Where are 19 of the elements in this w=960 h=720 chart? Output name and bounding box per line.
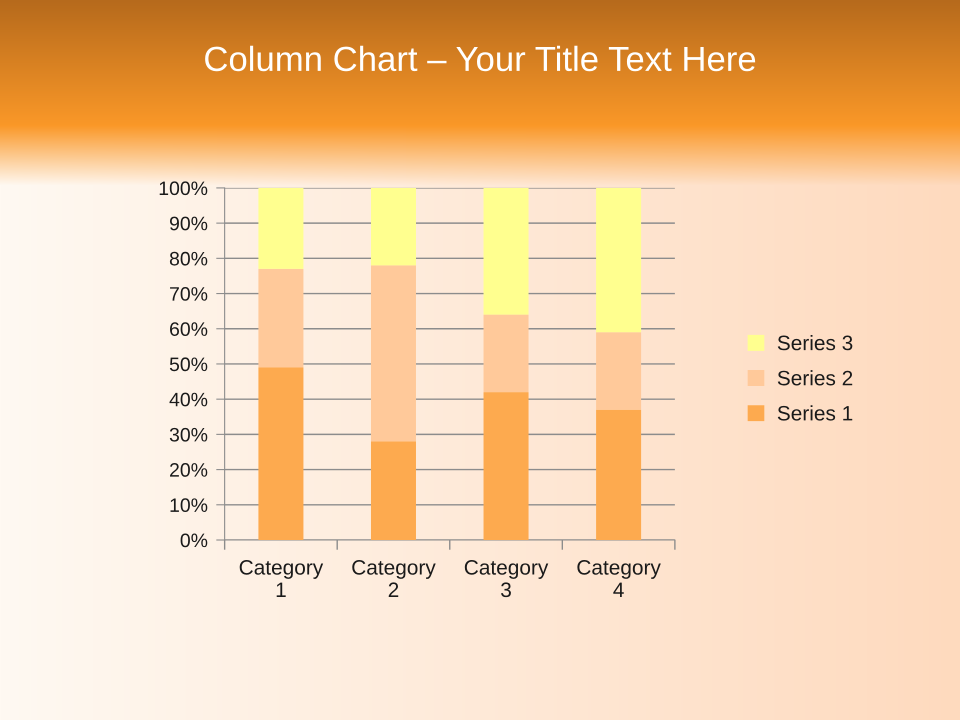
- y-tick-label: 50%: [170, 357, 208, 372]
- x-tick-label: Category 2: [352, 560, 436, 597]
- legend-label: Series 1: [778, 405, 852, 421]
- y-tick-label: 90%: [170, 216, 208, 230]
- x-tick-label: Category 1: [240, 560, 324, 597]
- x-tick-label: Category 4: [577, 560, 661, 597]
- y-tick-label: 70%: [170, 287, 208, 301]
- chart-title: Column Chart – Your Title Text Here: [205, 46, 756, 72]
- y-tick-label: 40%: [170, 392, 208, 406]
- y-tick-label: 100%: [160, 181, 208, 196]
- legend-label: Series 3: [778, 334, 852, 350]
- y-tick-label: 20%: [170, 463, 208, 477]
- y-tick-label: 10%: [170, 498, 208, 512]
- x-tick-label: Category 3: [464, 560, 548, 598]
- legend-label: Series 2: [778, 370, 852, 386]
- y-tick-label: 30%: [170, 428, 208, 442]
- y-tick-label: 80%: [170, 252, 208, 266]
- y-tick-label: 60%: [170, 322, 208, 336]
- y-tick-label: 0%: [180, 533, 208, 548]
